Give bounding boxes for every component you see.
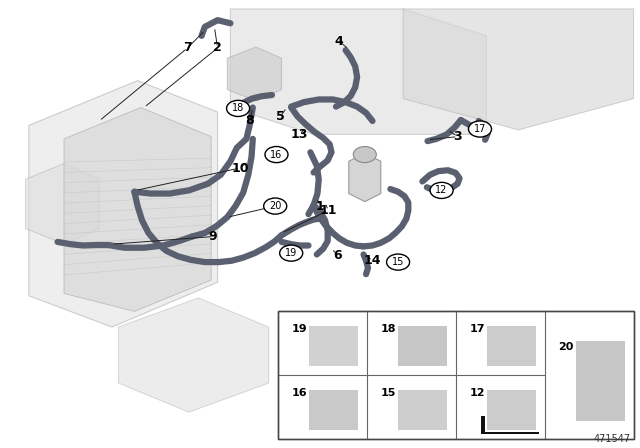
Text: 13: 13 [291,128,308,141]
Circle shape [264,198,287,214]
Text: 14: 14 [364,254,381,267]
Bar [487,327,536,366]
Bar [310,327,358,366]
Polygon shape [64,108,211,311]
Circle shape [430,182,453,198]
Bar [481,416,485,434]
Bar [481,432,539,434]
Text: 20: 20 [558,342,573,352]
Circle shape [387,254,410,270]
Bar [576,341,625,421]
Text: 471547: 471547 [593,434,630,444]
Text: 19: 19 [285,248,298,258]
Polygon shape [403,9,634,130]
Polygon shape [227,47,282,101]
Text: 17: 17 [469,324,485,334]
Bar [398,390,447,430]
Text: 18: 18 [232,103,244,113]
Text: 11: 11 [319,204,337,217]
Text: 8: 8 [245,114,254,128]
Text: 19: 19 [292,324,307,334]
Text: 16: 16 [270,150,283,159]
Text: 10: 10 [231,161,249,175]
Text: 9: 9 [209,230,218,243]
Circle shape [468,121,492,137]
Text: 2: 2 [213,41,222,55]
Polygon shape [29,81,218,327]
Circle shape [353,146,376,163]
Bar [278,311,634,439]
Circle shape [280,245,303,261]
Bar [487,390,536,430]
Text: 1: 1 [316,199,324,213]
Circle shape [227,100,250,116]
Polygon shape [349,153,381,202]
Text: 12: 12 [435,185,448,195]
Circle shape [265,146,288,163]
Text: 4: 4 [335,34,344,48]
Text: 20: 20 [269,201,282,211]
Text: 16: 16 [292,388,307,398]
Text: 15: 15 [392,257,404,267]
Polygon shape [230,9,486,134]
Text: 3: 3 [453,130,462,143]
Text: 6: 6 [333,249,342,262]
Text: 12: 12 [469,388,485,398]
Text: 7: 7 [183,41,192,55]
Bar [398,327,447,366]
Text: 18: 18 [381,324,396,334]
Polygon shape [118,298,269,412]
Bar [310,390,358,430]
Text: 15: 15 [381,388,396,398]
Text: 17: 17 [474,124,486,134]
Bar [278,311,634,439]
Polygon shape [26,164,99,244]
Text: 5: 5 [276,110,285,123]
